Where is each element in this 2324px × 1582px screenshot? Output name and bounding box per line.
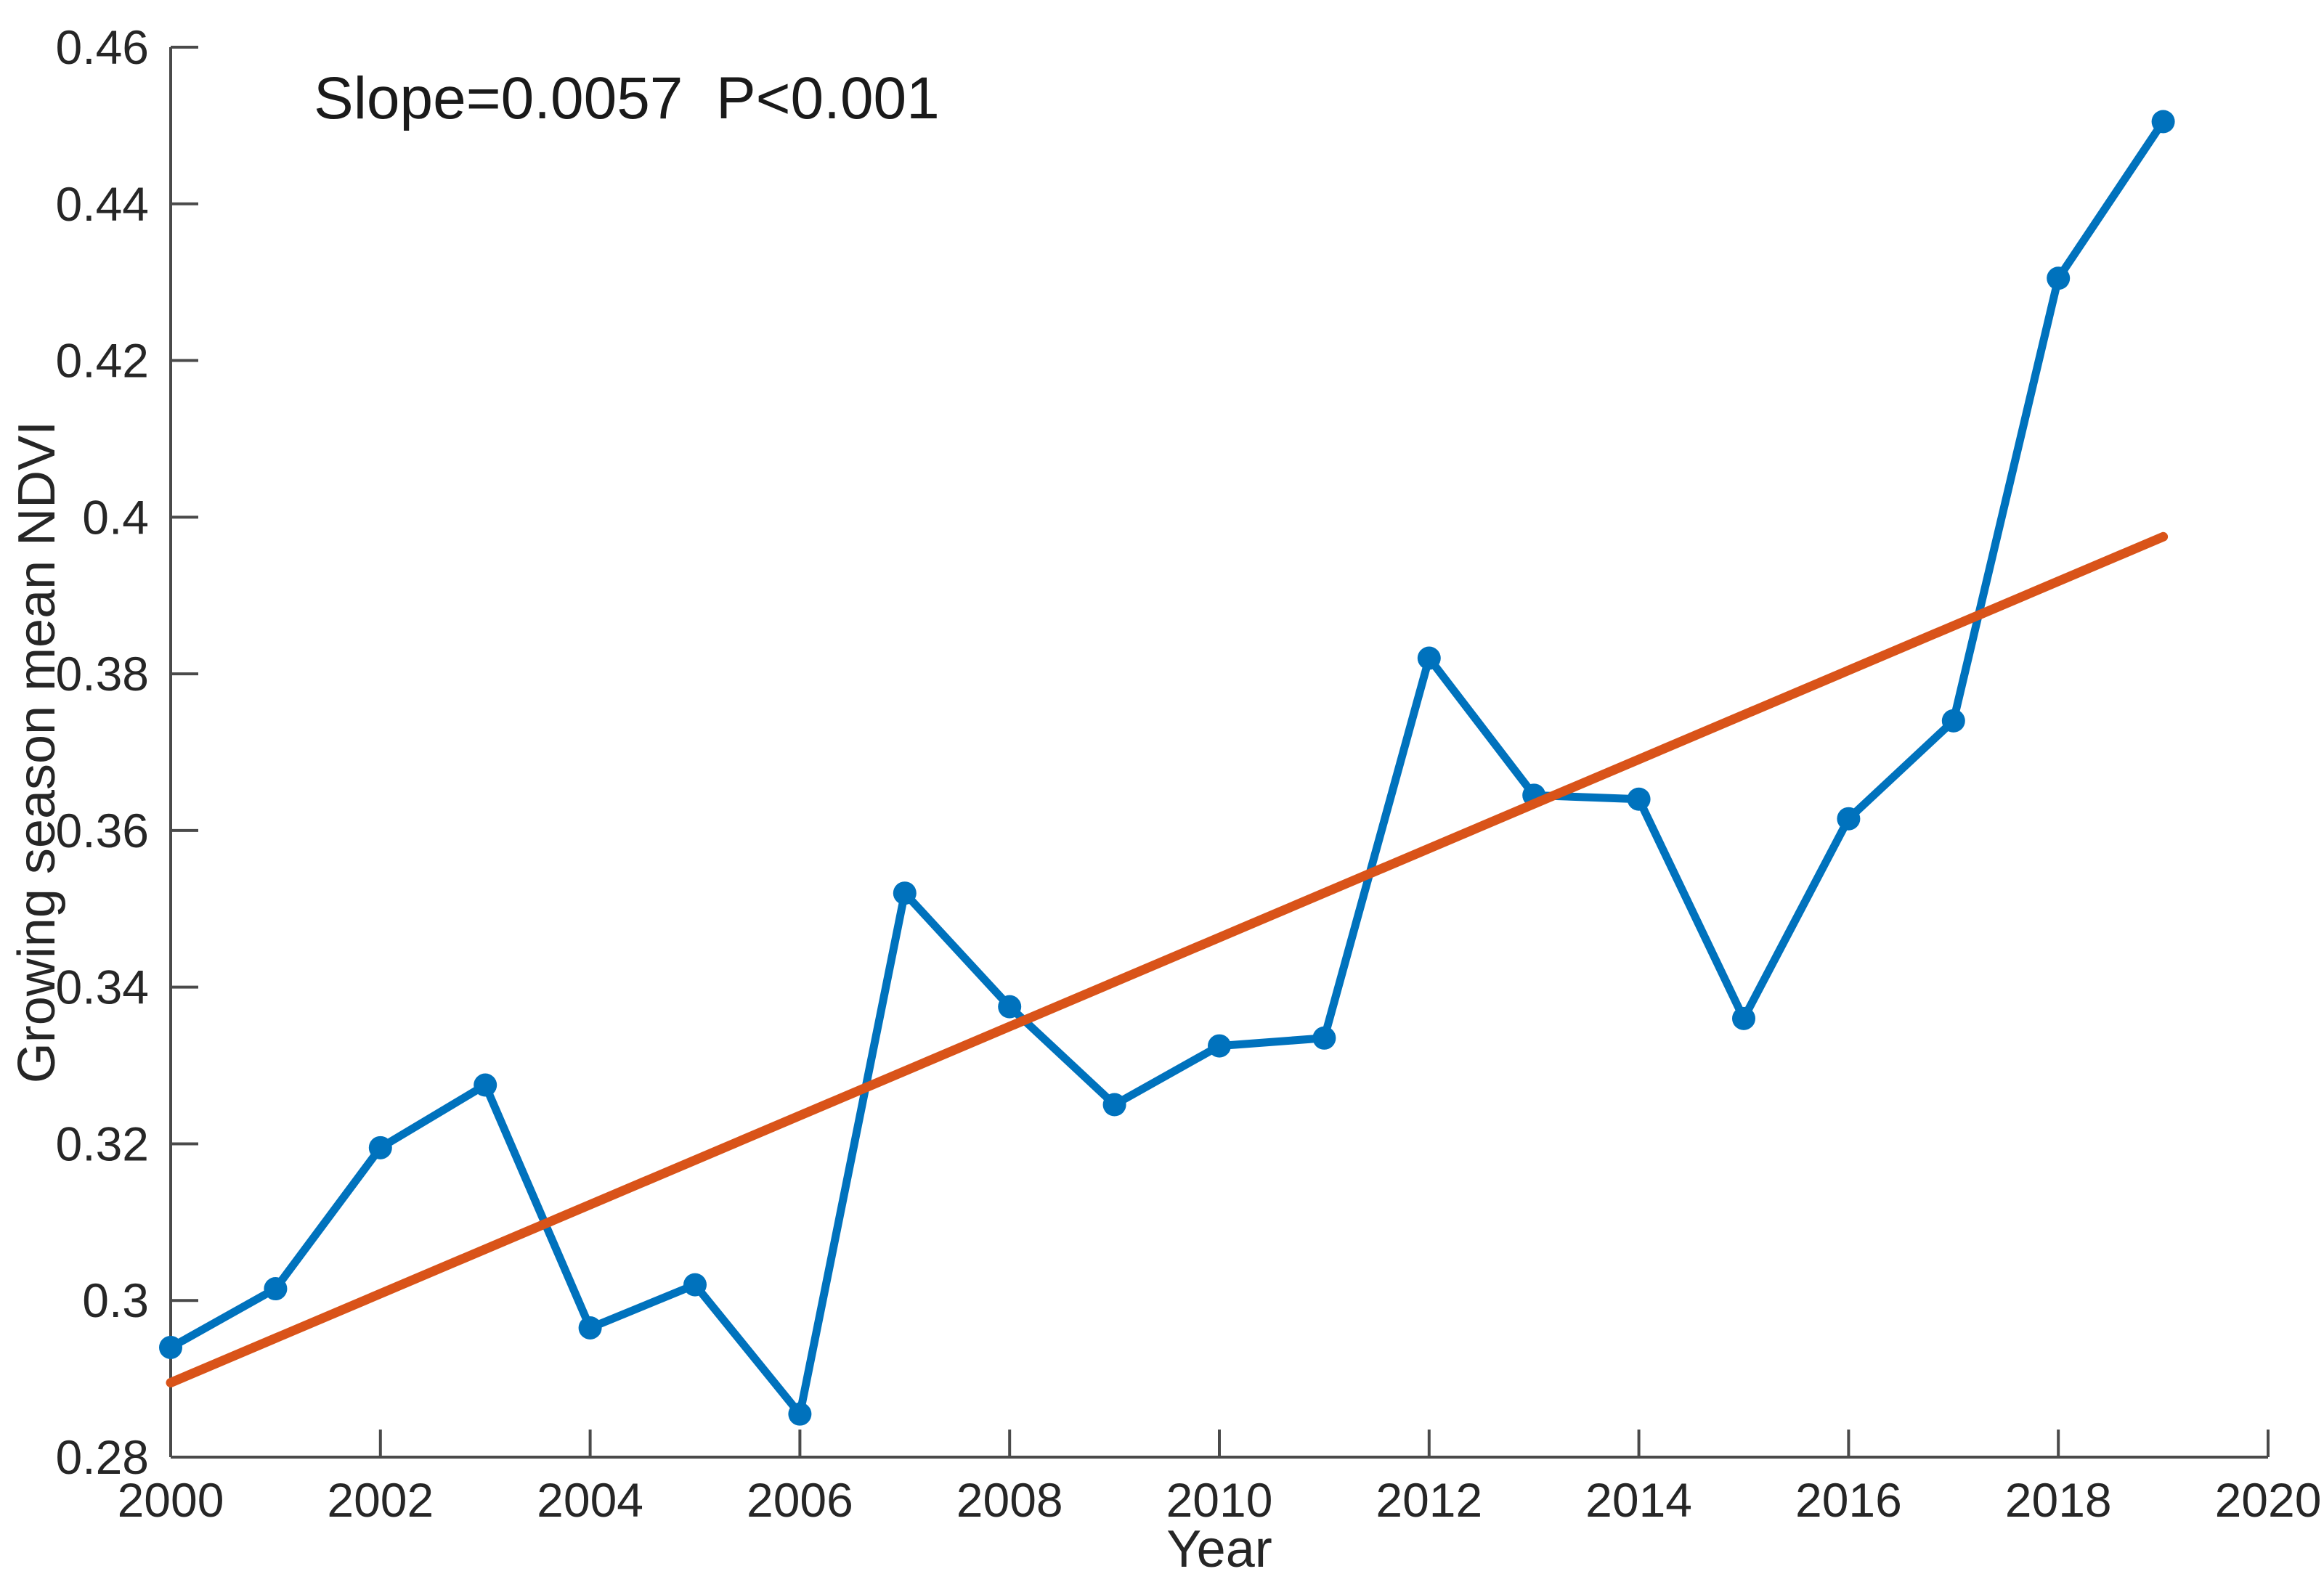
x-tick-label: 2014: [1585, 1473, 1692, 1527]
x-tick-label: 2002: [327, 1473, 434, 1527]
data-point-marker: [2151, 110, 2175, 134]
y-tick-label: 0.3: [82, 1273, 149, 1327]
ndvi-series: [159, 110, 2175, 1426]
trend-line: [166, 531, 2169, 1388]
y-tick-label: 0.36: [56, 804, 149, 857]
data-point-marker: [368, 1135, 392, 1159]
y-tick-label: 0.46: [56, 20, 149, 74]
x-tick-label: 2018: [2005, 1473, 2112, 1527]
x-tick-label: 2020: [2215, 1473, 2322, 1527]
data-point-marker: [1102, 1093, 1126, 1117]
data-point-marker: [1941, 709, 1965, 733]
y-tick-label: 0.32: [56, 1117, 149, 1170]
slope-annotation: Slope=0.0057 P<0.001: [314, 65, 940, 131]
trend-series: [166, 531, 2169, 1388]
y-axis-title: Growing season mean NDVI: [8, 421, 66, 1083]
x-tick-label: 2006: [747, 1473, 853, 1527]
ndvi-line: [166, 117, 2168, 1419]
data-point-marker: [474, 1073, 497, 1097]
x-tick-label: 2016: [1795, 1473, 1902, 1527]
y-tick-label: 0.42: [56, 334, 149, 388]
data-point-marker: [998, 995, 1022, 1019]
y-tick-label: 0.28: [56, 1430, 149, 1484]
data-point-marker: [1208, 1034, 1231, 1058]
x-axis-tick-labels: 2000 2002 2004 2006 2008 2010 2012 2014 2016 2018…: [118, 1473, 2322, 1527]
y-axis-tick-labels: 0.28 0.3 0.32 0.34 0.36 0.38 0.4 0.42 0.44 0.46: [56, 20, 149, 1484]
data-point-marker: [1417, 646, 1441, 670]
data-point-marker: [788, 1402, 812, 1426]
x-tick-label: 2008: [956, 1473, 1063, 1527]
data-point-marker: [1627, 787, 1651, 811]
data-point-marker: [893, 881, 917, 905]
data-point-marker: [159, 1335, 182, 1359]
data-point-marker: [1732, 1006, 1755, 1030]
y-tick-label: 0.44: [56, 177, 149, 231]
data-point-marker: [264, 1277, 288, 1301]
x-tick-label: 2012: [1376, 1473, 1482, 1527]
x-tick-label: 2004: [537, 1473, 643, 1527]
x-axis-title: Year: [1166, 1520, 1272, 1578]
data-point-marker: [1312, 1026, 1336, 1050]
data-point-marker: [1837, 807, 1861, 831]
data-point-marker: [578, 1316, 602, 1340]
data-point-marker: [683, 1273, 707, 1297]
x-tick-label: 2010: [1166, 1473, 1273, 1527]
y-tick-label: 0.4: [82, 490, 149, 544]
data-point-marker: [2047, 266, 2071, 290]
x-tick-label: 2000: [118, 1473, 224, 1527]
x-axis-ticks: [169, 1430, 2270, 1457]
y-tick-label: 0.38: [56, 647, 149, 701]
y-tick-label: 0.34: [56, 961, 149, 1014]
